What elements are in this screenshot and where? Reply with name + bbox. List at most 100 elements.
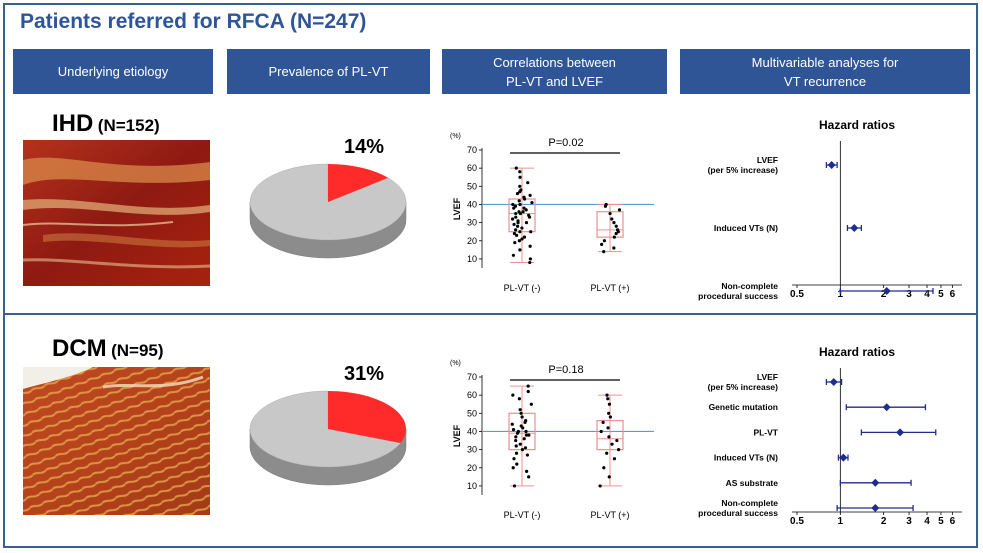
data-point: [615, 438, 619, 443]
data-point: [512, 484, 517, 488]
forest-row-label: (per 5% increase): [708, 382, 779, 392]
x-tick-label: 6: [950, 516, 956, 527]
pie-slice-negative: [249, 390, 401, 468]
p-value-label: P=0.02: [548, 137, 583, 149]
data-point: [513, 240, 517, 245]
header-label: Prevalence of PL-VT: [268, 64, 389, 79]
data-point: [523, 446, 528, 450]
data-point: [608, 211, 612, 216]
data-point: [528, 244, 532, 248]
forest-row-label: LVEF: [757, 155, 778, 165]
header-label: Multivariable analyses for VT recurrence: [751, 54, 899, 89]
data-point: [524, 429, 528, 434]
data-point: [601, 420, 605, 424]
y-tick-label: 20: [467, 463, 477, 473]
x-tick-label: 5: [938, 516, 944, 527]
forest-row-label: Induced VTs (N): [714, 453, 778, 463]
y-tick-label: 20: [467, 236, 477, 246]
data-point: [518, 202, 522, 207]
data-point: [519, 424, 523, 428]
hazard-ratio-marker: [871, 504, 880, 512]
etiology-name: DCM: [52, 335, 107, 362]
pie-slice-negative: [249, 163, 407, 241]
x-tick-label: 2: [881, 289, 887, 300]
data-point: [520, 448, 525, 452]
x-tick-label: 5: [938, 289, 944, 300]
etiology-name: IHD: [52, 110, 94, 137]
x-tick-label: 1: [838, 516, 844, 527]
data-point: [514, 166, 518, 170]
data-point: [527, 475, 531, 479]
forest-row-label: LVEF: [757, 372, 778, 382]
data-point: [606, 426, 610, 430]
hazard-ratio-marker: [882, 403, 891, 412]
data-point: [514, 438, 518, 443]
x-tick-label: 3: [906, 289, 912, 300]
y-tick-label: 70: [467, 145, 477, 155]
hazard-ratio-marker: [882, 287, 891, 295]
box-group: [508, 385, 536, 487]
data-point: [607, 475, 611, 479]
data-point: [524, 208, 528, 212]
y-tick-label: 50: [467, 408, 477, 418]
data-point: [515, 191, 520, 196]
x-tick-label: 4: [924, 289, 930, 300]
data-point: [522, 235, 527, 239]
data-point: [522, 195, 526, 199]
data-point: [526, 389, 530, 394]
x-category-label: PL-VT (-): [504, 283, 541, 293]
box-iqr: [508, 198, 536, 233]
data-point: [526, 181, 530, 185]
data-point: [610, 217, 614, 221]
data-point: [517, 210, 521, 214]
hazard-ratio-marker: [829, 378, 838, 386]
data-point: [602, 239, 607, 243]
data-point: [519, 411, 523, 415]
forest-plot-ihd: Hazard ratios 0.5 1 2 3 4 5 6 LVEF(per 5% increa…: [698, 118, 962, 301]
data-point: [510, 422, 514, 426]
forest-row: Induced VTs (N): [714, 453, 849, 463]
data-point: [518, 175, 522, 179]
x-tick-label: 2: [881, 516, 887, 527]
scatter-box-chart-dcm: (%) 10 20 30 40 50 60 70 LVEF P=0.18 PL-VT (-) PL-V…: [450, 360, 654, 520]
data-point: [512, 222, 516, 227]
hazard-ratio-marker: [896, 428, 905, 437]
hazard-ratio-marker: [839, 453, 848, 462]
header-label: Underlying etiology: [57, 64, 169, 79]
box-group: [596, 394, 624, 487]
data-point: [614, 224, 618, 228]
hazard-ratio-marker: [850, 224, 859, 232]
x-tick-label: 6: [950, 289, 956, 300]
prevalence-percent-dcm: 31%: [344, 363, 385, 385]
data-point: [598, 484, 602, 488]
data-point: [520, 237, 524, 241]
pie-slice-positive: [328, 391, 406, 443]
forest-title: Hazard ratios: [819, 345, 895, 359]
data-point: [524, 418, 528, 423]
data-point: [607, 411, 611, 415]
data-point: [511, 253, 516, 257]
data-point: [510, 217, 515, 221]
hazard-ratio-marker: [871, 478, 880, 487]
data-point: [518, 230, 522, 234]
forest-row-label: AS substrate: [726, 478, 779, 488]
y-unit-label: (%): [450, 133, 461, 140]
data-point: [518, 184, 522, 188]
box-iqr: [596, 211, 624, 238]
y-tick-label: 30: [467, 218, 477, 228]
data-point: [515, 233, 519, 237]
data-point: [518, 442, 522, 446]
hazard-ratio-marker: [827, 161, 836, 169]
data-point: [599, 429, 603, 434]
header-correlations: Correlations between PL-VT and LVEF: [442, 49, 667, 94]
y-tick-label: 60: [467, 390, 477, 400]
etiology-label-ihd: IHD (N=152): [52, 110, 160, 138]
data-point: [520, 415, 524, 419]
data-point: [518, 408, 522, 412]
y-tick-label: 50: [467, 181, 477, 191]
pie-chart-ihd: [249, 163, 407, 259]
x-category-label: PL-VT (+): [590, 510, 629, 520]
y-axis-label: LVEF: [452, 197, 462, 220]
y-tick-label: 10: [467, 481, 477, 491]
